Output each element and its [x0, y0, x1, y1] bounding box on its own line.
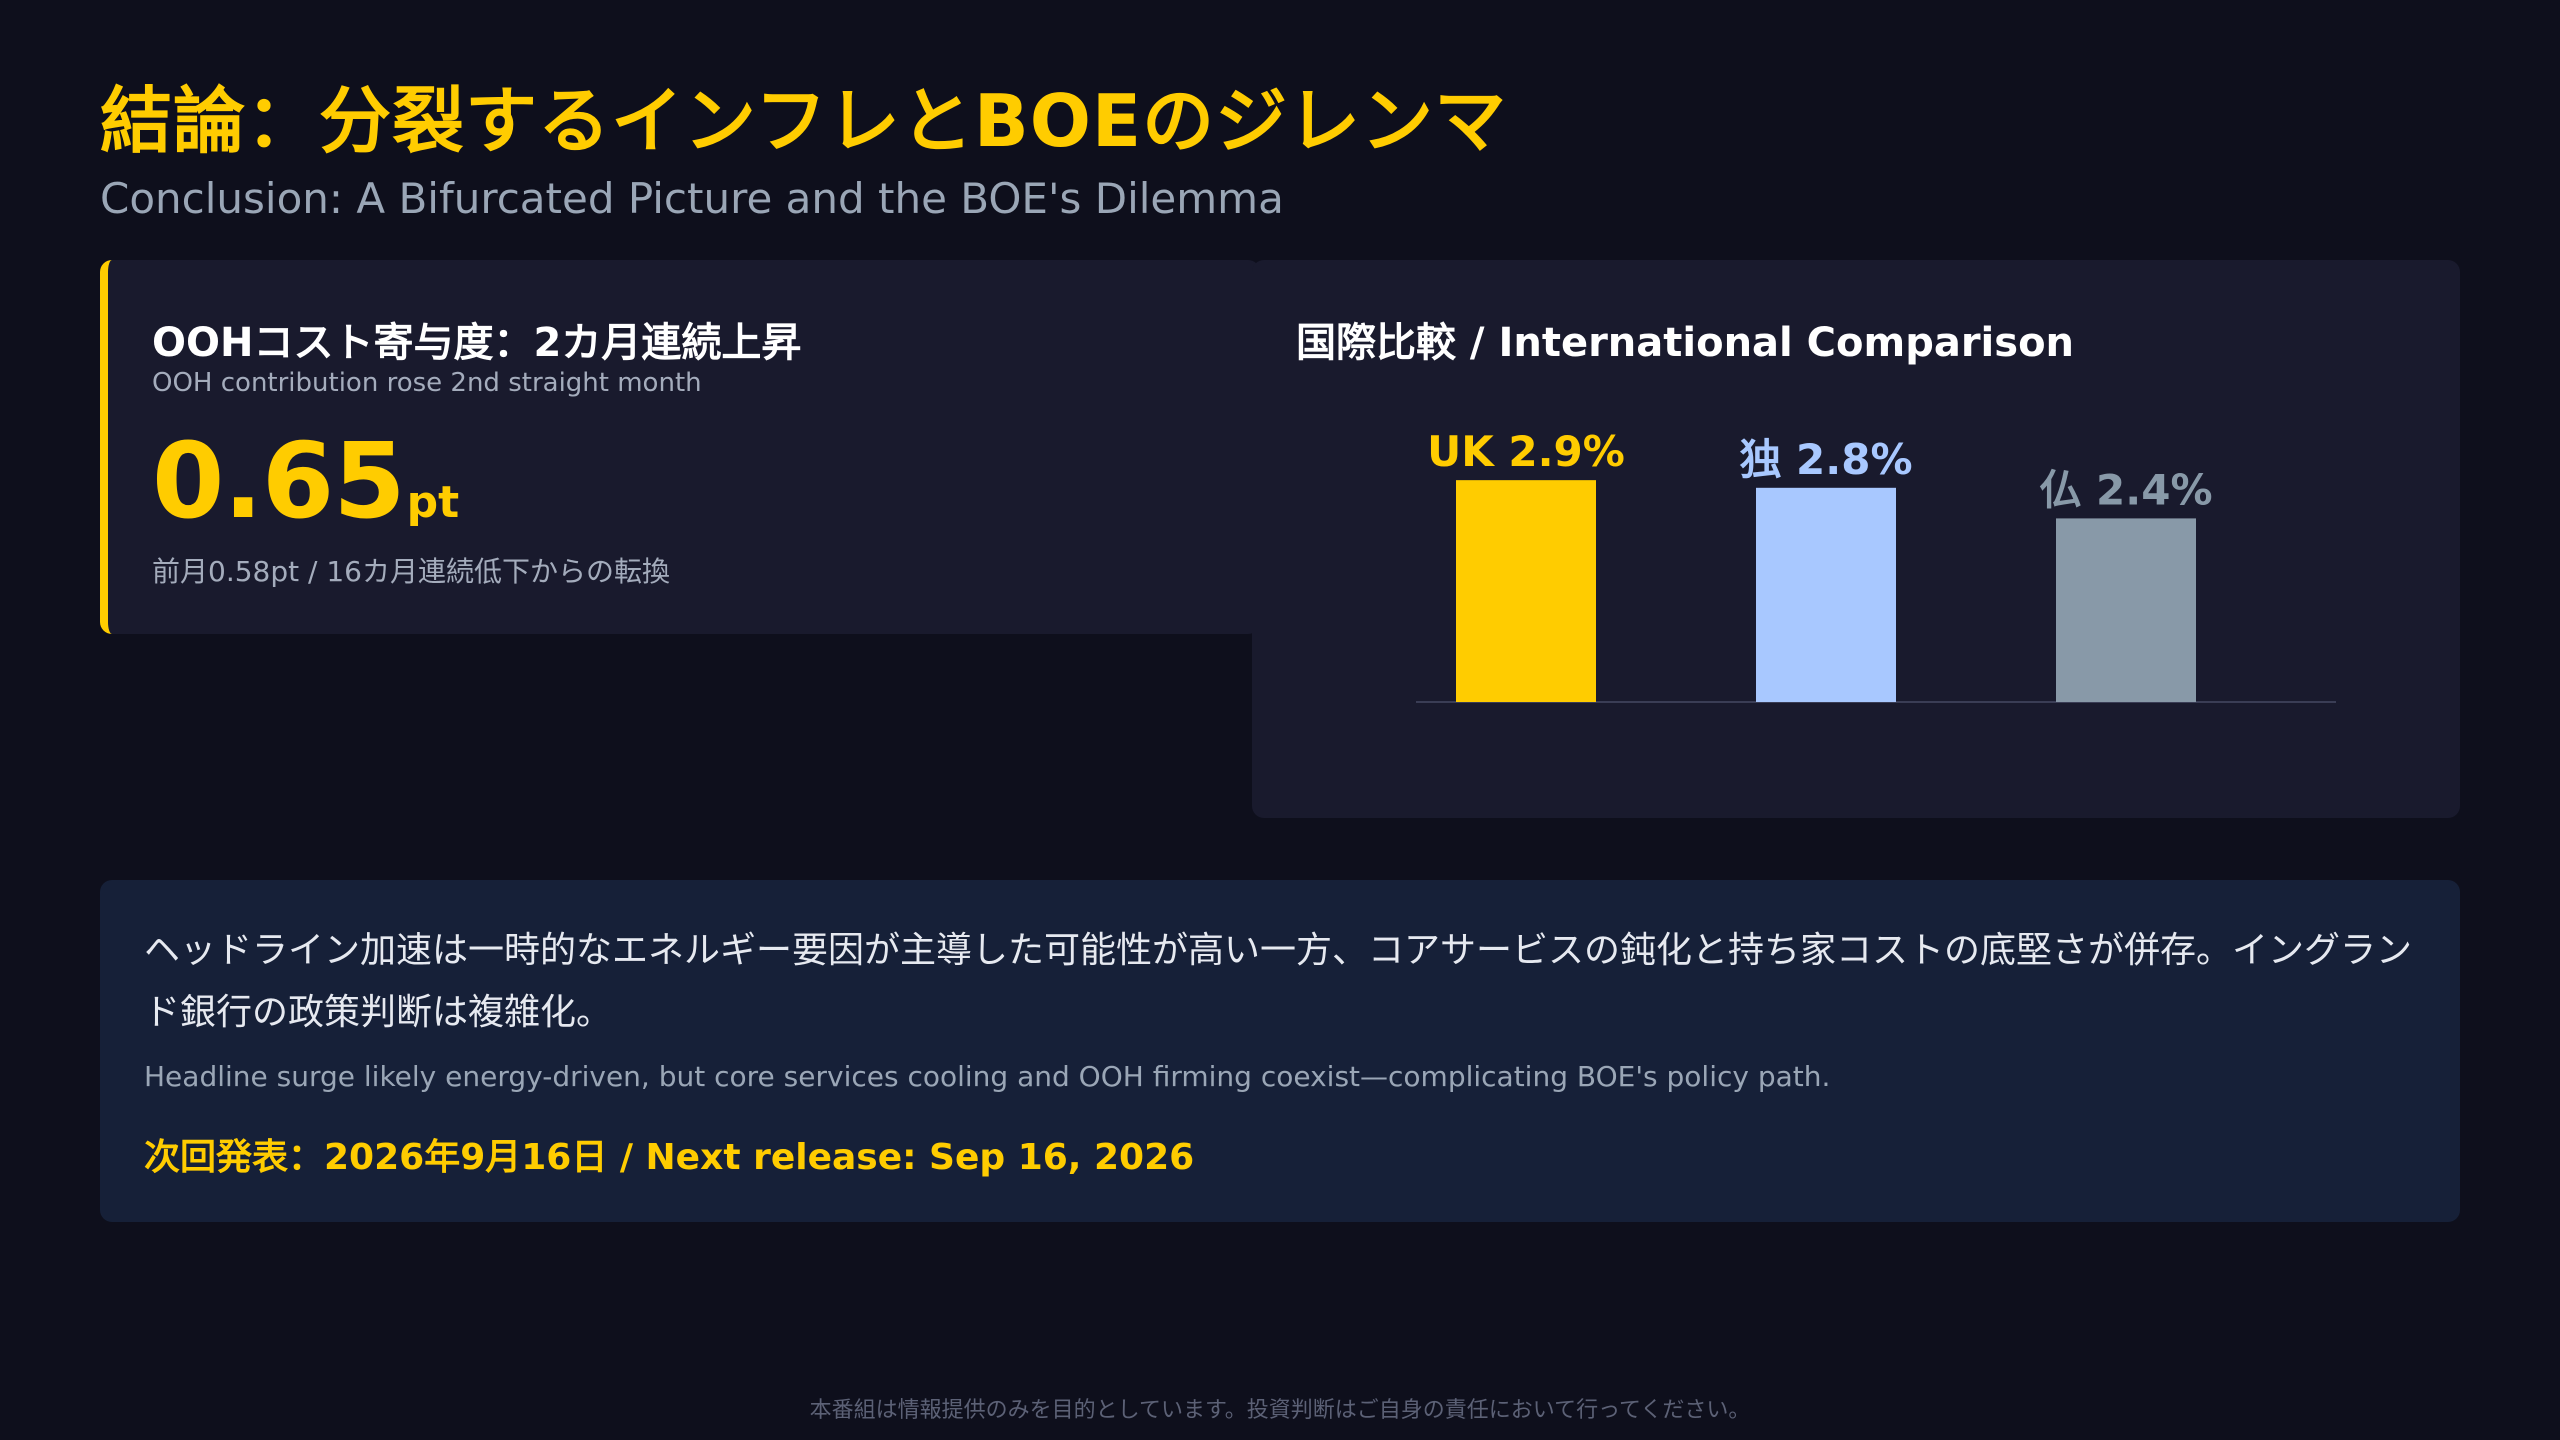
metric-title: OOHコスト寄与度：2カ月連続上昇 [152, 320, 802, 366]
bar-label-france: 仏 2.4% [2039, 465, 2212, 514]
metric-unit: pt [406, 477, 460, 528]
comparison-bar-chart: UK 2.9% 独 2.8% 仏 2.4% [1416, 427, 2336, 703]
comparison-title: 国際比較 / International Comparison [1296, 320, 2075, 366]
next-release-date: 次回発表：2026年9月16日 / Next release: Sep 16, … [144, 1137, 1195, 1178]
page-title: 結論：分裂するインフレとBOEのジレンマ [100, 79, 1508, 163]
metric-subtitle: OOH contribution rose 2nd straight month [152, 368, 702, 398]
bar-label-germany: 独 2.8% [1739, 435, 1912, 484]
metric-note: 前月0.58pt / 16カ月連続低下からの転換 [152, 555, 670, 588]
ooh-metric-card: OOHコスト寄与度：2カ月連続上昇 OOH contribution rose … [100, 260, 1260, 634]
summary-text-en: Headline surge likely energy-driven, but… [144, 1060, 1831, 1093]
metric-value: 0.65 [152, 420, 406, 542]
metric-value-group: 0.65pt [152, 420, 459, 542]
international-comparison-card: 国際比較 / International Comparison UK 2.9% 独… [1252, 260, 2460, 818]
page-subtitle: Conclusion: A Bifurcated Picture and the… [100, 174, 1284, 223]
summary-text-jp: ヘッドライン加速は一時的なエネルギー要因が主導した可能性が高い一方、コアサービス… [144, 930, 2413, 1033]
bar-france [2056, 518, 2196, 702]
summary-card: ヘッドライン加速は一時的なエネルギー要因が主導した可能性が高い一方、コアサービス… [100, 880, 2460, 1222]
footer-disclaimer: 本番組は情報提供のみを目的としています。投資判断はご自身の責任において行ってくだ… [809, 1398, 1751, 1423]
bar-uk [1456, 480, 1596, 702]
bar-germany [1756, 487, 1896, 702]
bar-label-uk: UK 2.9% [1427, 427, 1625, 476]
